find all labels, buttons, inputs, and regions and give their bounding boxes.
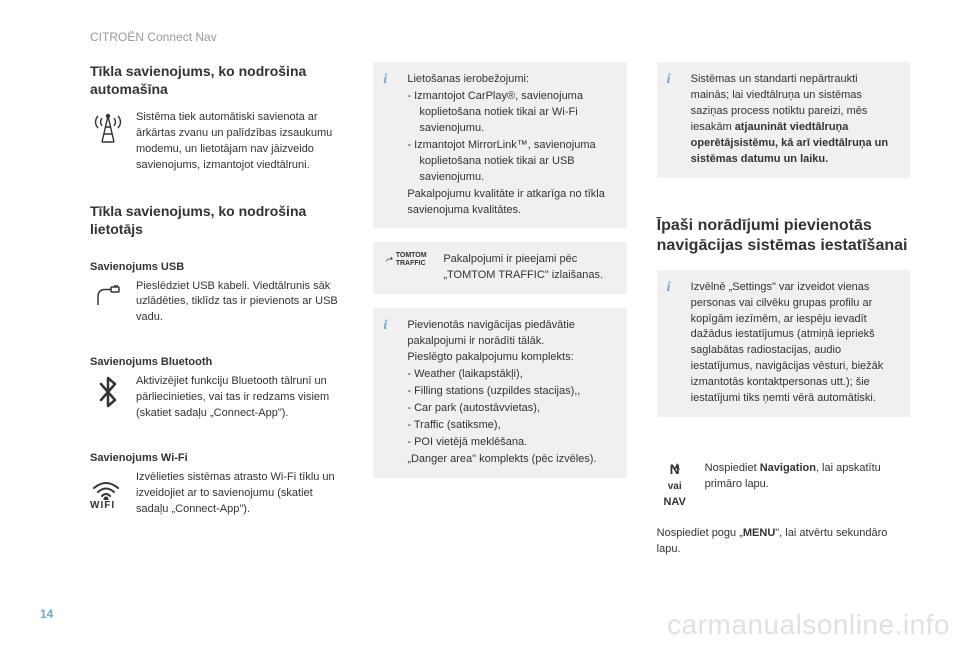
nav-entry: N vai NAV Nospiediet Navigation, lai aps… [657,461,910,508]
wifi-label: WIFI [90,500,115,511]
box1-item: Izmantojot MirrorLink™, savienojuma kopl… [407,138,614,186]
col2-box1-content: Lietošanas ierobežojumi: Izmantojot CarP… [407,72,614,218]
nav-icons: N vai NAV [657,461,693,508]
box2-item: Car park (autostāvvietas), [407,401,614,417]
nav-text: Nospiediet Navigation, lai apskatītu pri… [705,461,910,493]
nav-n-icon: N [670,461,680,477]
box1-item: Izmantojot CarPlay®, savienojuma kopliet… [407,89,614,137]
col3-heading: Īpaši norādījumi pievienotās navigācijas… [657,216,910,256]
wifi-text: Izvēlieties sistēmas atrasto Wi-Fi tīklu… [136,470,343,518]
menu-a: Nospiediet pogu „ [657,527,743,539]
box2-item: Traffic (satiksme), [407,418,614,434]
usb-entry: Pieslēdziet USB kabeli. Viedtālrunis sāk… [90,279,343,327]
vai-label: vai [668,481,682,492]
header-brand: CITROËN Connect Nav [90,30,910,44]
box2-list: Weather (laikapstākļi), Filling stations… [407,367,614,451]
box2-title: Pievienotās navigācijas piedāvātie pakal… [407,318,614,350]
column-3: i Sistēmas un standarti nepārtraukti mai… [657,62,910,629]
antenna-entry: Sistēma tiek automātiski savienota ar ār… [90,110,343,174]
box2-item: Weather (laikapstākļi), [407,367,614,383]
usb-text: Pieslēdziet USB kabeli. Viedtālrunis sāk… [136,279,343,327]
wifi-subhead: Savienojums Wi-Fi [90,452,343,464]
col3-infobox-2: i Izvēlnē „Settings" var izveidot vienas… [657,270,910,418]
usb-icon [90,279,126,327]
column-1: Tīkla savienojums, ko nodrošina automašī… [90,62,343,629]
col3-box1-content: Sistēmas un standarti nepārtraukti mainā… [691,72,898,168]
nav-text-b: Navigation [760,462,816,474]
col3-box2-content: Izvēlnē „Settings" var izveidot vienas p… [691,280,898,408]
col2-infobox-1: i Lietošanas ierobežojumi: Izmantojot Ca… [373,62,626,228]
box2-item: Filling stations (uzpildes stacijas),, [407,384,614,400]
bt-entry: Aktivizējiet funkciju Bluetooth tālrunī … [90,374,343,422]
col1-heading-2: Tīkla savienojums, ko nodrošina lietotāj… [90,202,343,238]
antenna-text: Sistēma tiek automātiski savienota ar ār… [136,110,343,174]
wifi-icon: WIFI [90,470,126,518]
col2-box2-content: Pievienotās navigācijas piedāvātie pakal… [407,318,614,467]
menu-text: Nospiediet pogu „MENU", lai atvērtu seku… [657,526,910,558]
wifi-entry: WIFI Izvēlieties sistēmas atrasto Wi-Fi … [90,470,343,518]
nav-nav-icon: NAV [663,496,685,508]
col2-infobox-2: i Pievienotās navigācijas piedāvātie pak… [373,308,626,477]
content-columns: Tīkla savienojums, ko nodrošina automašī… [90,62,910,629]
box1-title: Lietošanas ierobežojumi: [407,72,614,88]
box1-tail: Pakalpojumu kvalitāte ir atkarīga no tīk… [407,187,614,219]
info-icon: i [667,72,681,168]
box2-sub: Pieslēgto pakalpojumu komplekts: [407,350,614,366]
tomtom-label: TOMTOM TRAFFIC [396,252,434,267]
column-2: i Lietošanas ierobežojumi: Izmantojot Ca… [373,62,626,629]
menu-b: MENU [743,527,775,539]
box2-tail: „Danger area" komplekts (pēc izvēles). [407,452,614,468]
nav-text-a: Nospiediet [705,462,760,474]
antenna-icon [90,110,126,174]
tomtom-traffic-icon: TOMTOM TRAFFIC [385,252,433,267]
page-number: 14 [40,607,53,621]
traffic-box: TOMTOM TRAFFIC Pakalpojumi ir pieejami p… [373,242,626,294]
usb-subhead: Savienojums USB [90,261,343,273]
bt-subhead: Savienojums Bluetooth [90,356,343,368]
box2-item: POI vietējā meklēšana. [407,435,614,451]
page: CITROËN Connect Nav Tīkla savienojums, k… [0,0,960,649]
bluetooth-icon [90,374,126,422]
info-icon: i [667,280,681,408]
info-icon: i [383,72,397,218]
col1-heading-1: Tīkla savienojums, ko nodrošina automašī… [90,62,343,98]
traffic-text: Pakalpojumi ir pieejami pēc „TOMTOM TRAF… [443,252,614,284]
watermark: carmanualsonline.info [667,609,950,641]
info-icon: i [383,318,397,467]
box1-list: Izmantojot CarPlay®, savienojuma kopliet… [407,89,614,186]
col3-infobox-1: i Sistēmas un standarti nepārtraukti mai… [657,62,910,178]
bt-text: Aktivizējiet funkciju Bluetooth tālrunī … [136,374,343,422]
